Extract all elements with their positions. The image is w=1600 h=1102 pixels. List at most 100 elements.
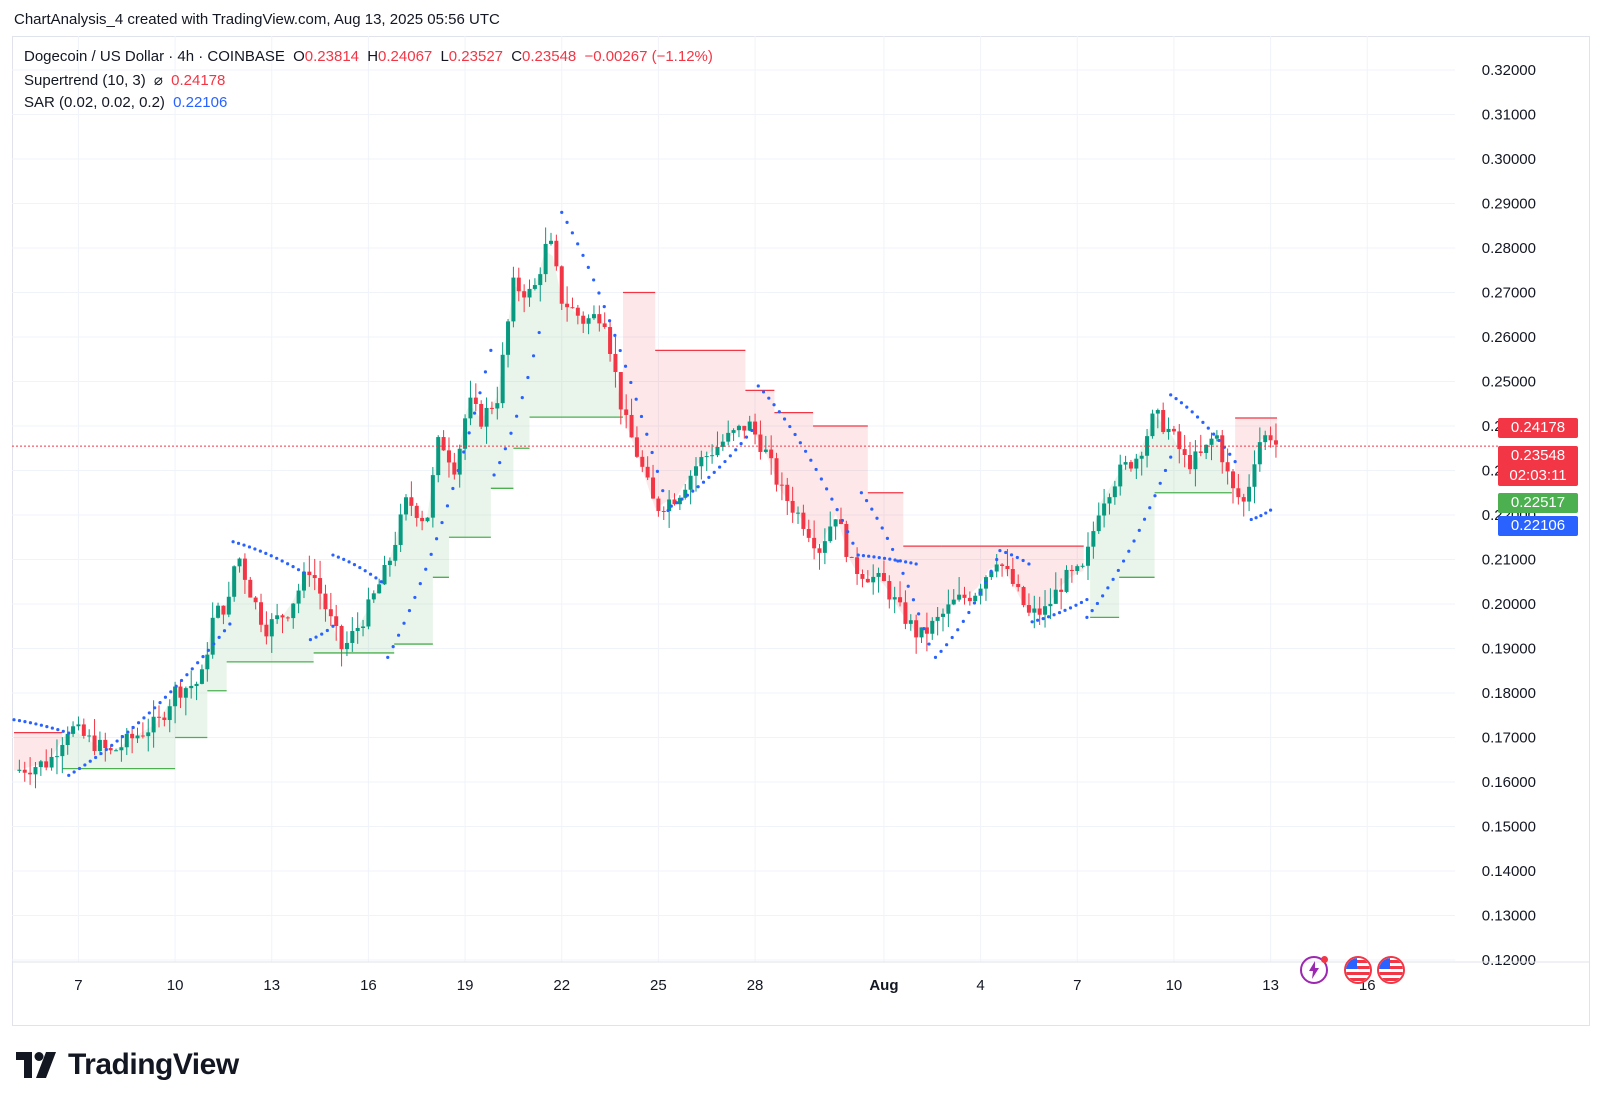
hidden-icon[interactable]: ⌀ (153, 72, 163, 89)
sar-dot (809, 458, 813, 462)
sar-dot (1111, 577, 1115, 581)
lightning-icon[interactable] (1300, 956, 1328, 984)
candle-body (790, 500, 795, 513)
x-tick-label: 13 (1262, 977, 1279, 994)
sar-dot (472, 411, 477, 415)
sar-dot (515, 414, 519, 418)
candle-body (844, 524, 849, 557)
sar-dot (560, 210, 564, 214)
candle-body (328, 609, 333, 617)
y-tick-label: 0.25000 (1482, 374, 1536, 391)
sar-dot (939, 649, 943, 653)
symbol-title[interactable]: Dogecoin / US Dollar · 4h · COINBASE (24, 48, 285, 65)
sar-dot (1153, 494, 1157, 498)
candle-body (1182, 449, 1187, 455)
candle-body (930, 620, 935, 634)
candle-body (849, 556, 854, 558)
supertrend-legend[interactable]: Supertrend (10, 3) ⌀ 0.24178 (24, 71, 229, 89)
candle-body (1214, 435, 1219, 439)
candle-body (430, 475, 435, 518)
sar-dot (1169, 393, 1173, 397)
high-value: 0.24067 (378, 48, 433, 65)
candle-body (565, 303, 570, 308)
candle-body (404, 497, 409, 515)
candle-body (1155, 410, 1160, 414)
sar-dot (830, 497, 834, 501)
open-label: O (293, 48, 305, 65)
candle-body (44, 761, 49, 768)
sar-dot (386, 655, 390, 660)
candle-body (259, 602, 264, 625)
sar-dot (701, 480, 706, 484)
sar-dot (972, 601, 977, 605)
candle-body (543, 243, 548, 275)
sar-dot (440, 520, 444, 525)
candle-body (1032, 608, 1037, 613)
sar-dot (302, 571, 306, 575)
sar-dot (228, 622, 232, 626)
candle-body (382, 564, 387, 585)
sar-legend[interactable]: SAR (0.02, 0.02, 0.2) 0.22106 (24, 94, 231, 111)
candle-body (49, 756, 54, 768)
chart-frame[interactable] (12, 36, 1590, 1026)
y-tick-label: 0.13000 (1482, 908, 1536, 925)
candle-body (54, 756, 59, 758)
candle-body (248, 579, 253, 598)
sar-dot (424, 567, 428, 571)
candle-body (763, 449, 768, 452)
sar-dot (639, 414, 644, 419)
sar-dot (576, 242, 580, 246)
candle-body (97, 739, 102, 752)
sar-dot (623, 364, 628, 368)
sar-dot (391, 644, 395, 649)
candle-body (296, 590, 301, 604)
tradingview-logo[interactable]: TradingView (16, 1048, 239, 1082)
sar-dot (222, 629, 227, 633)
candle-body (1139, 455, 1144, 459)
candle-body (312, 575, 317, 579)
sar-dot (1158, 481, 1162, 485)
sar-dot (864, 499, 869, 503)
candle-body (28, 772, 33, 775)
sar-dot (1063, 608, 1067, 612)
sar-dot (586, 265, 590, 269)
y-tick-label: 0.19000 (1482, 641, 1536, 658)
candle-body (1128, 462, 1133, 469)
sar-dot (803, 449, 808, 453)
y-tick-label: 0.29000 (1482, 196, 1536, 213)
sar-dot (1127, 549, 1131, 553)
sar-dot (788, 424, 792, 429)
price-chart[interactable]: 0.32000 0.31000 0.30000 0.29000 0.28000 0.270… (0, 0, 1600, 1040)
x-tick-label: 22 (553, 977, 570, 994)
sar-dot (819, 477, 823, 481)
y-tick-label: 0.15000 (1482, 819, 1536, 836)
sar-dot (179, 678, 184, 683)
candle-body (194, 683, 199, 686)
sar-dot (363, 569, 367, 573)
candle-body (17, 769, 22, 771)
candle-body (500, 354, 505, 404)
x-tick-label: 19 (457, 977, 474, 994)
us-flag-icon[interactable] (1377, 956, 1405, 984)
sar-dot (756, 384, 760, 388)
us-flag-icon[interactable] (1344, 956, 1372, 984)
candle-body (1161, 410, 1166, 433)
candle-body (38, 761, 43, 768)
sar-dot (314, 635, 318, 639)
sar-dot (967, 610, 971, 615)
candle-body (919, 627, 924, 638)
candle-body (645, 466, 650, 478)
candle-body (871, 576, 876, 583)
sar-dot (17, 719, 22, 723)
sar-dot (520, 396, 524, 400)
candle-body (994, 564, 999, 572)
sar-dot (645, 432, 649, 436)
candle-body (146, 732, 151, 737)
sar-dot (933, 655, 938, 660)
sar-dot (242, 543, 246, 547)
candle-body (570, 307, 575, 309)
candle-body (683, 489, 688, 498)
sar-dot (877, 555, 881, 560)
sar-dot (1148, 506, 1152, 510)
candle-body (156, 716, 161, 718)
